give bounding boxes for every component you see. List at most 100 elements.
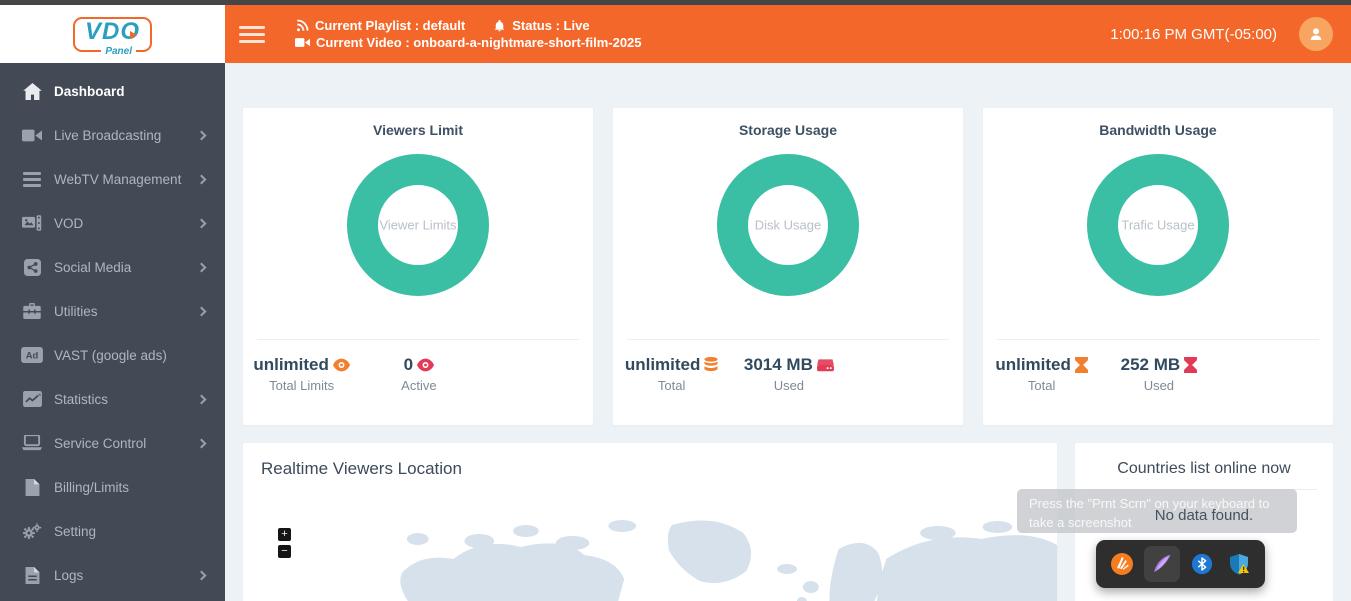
user-avatar[interactable]	[1299, 17, 1333, 51]
donut-center-label: Viewer Limits	[379, 217, 457, 233]
clock: 1:00:16 PM GMT(-05:00)	[1110, 25, 1277, 43]
top-header: Current Playlist : default Status : Live…	[225, 5, 1351, 63]
viewers-donut-chart: Viewer Limits	[347, 154, 489, 296]
avast-antivirus-icon[interactable]	[1107, 549, 1137, 579]
logo-text-sub: Panel	[101, 45, 136, 57]
home-icon	[20, 82, 44, 100]
chevron-right-icon	[196, 262, 207, 272]
sidebar-item-label: Dashboard	[54, 83, 125, 99]
stat-active: 0 Active	[360, 355, 477, 393]
stat-value: unlimited	[624, 355, 701, 374]
window-top-strip	[0, 0, 1351, 5]
countries-card-title: Countries list online now	[1117, 460, 1291, 477]
stat-label: Used	[1143, 378, 1175, 393]
sidebar-item-logs[interactable]: Logs	[0, 553, 225, 597]
video-camera-icon	[295, 38, 310, 47]
chevron-right-icon	[196, 394, 207, 404]
eye-icon	[417, 358, 435, 372]
photo-video-icon	[20, 215, 44, 231]
map-zoom-out-button[interactable]: −	[278, 545, 291, 558]
stats-row: unlimited Total 3014 MB Used	[613, 355, 848, 393]
rss-icon	[297, 19, 309, 31]
current-playlist-label: Current Playlist : default	[315, 18, 466, 33]
divider	[257, 339, 579, 340]
chevron-right-icon	[196, 570, 207, 580]
sidebar-item-utilities[interactable]: Utilities	[0, 289, 225, 333]
current-video-label: Current Video : onboard-a-nightmare-shor…	[316, 35, 642, 50]
storage-usage-card: Storage Usage Disk Usage unlimited Total…	[613, 108, 963, 425]
current-video: Current Video : onboard-a-nightmare-shor…	[295, 35, 642, 50]
system-tray-flyout	[1096, 540, 1265, 588]
map-card-title: Realtime Viewers Location	[261, 459, 462, 478]
hourglass-icon	[1075, 357, 1088, 373]
sidebar-item-label: Statistics	[54, 391, 109, 407]
person-icon	[1310, 28, 1322, 40]
sidebar-item-service-control[interactable]: Service Control	[0, 421, 225, 465]
divider	[627, 339, 949, 340]
list-bars-icon	[20, 171, 44, 187]
sidebar-item-dashboard[interactable]: Dashboard	[0, 69, 225, 113]
chevron-right-icon	[196, 218, 207, 228]
sidebar-item-setting[interactable]: Setting	[0, 509, 225, 553]
donut-center-label: Disk Usage	[754, 217, 822, 233]
sidebar-item-label: VOD	[54, 215, 84, 231]
sidebar-item-vod[interactable]: VOD	[0, 201, 225, 245]
stat-label: Total	[1027, 378, 1056, 393]
stat-storage-used: 3014 MB Used	[730, 355, 847, 393]
chevron-right-icon	[196, 306, 207, 316]
card-title: Bandwidth Usage	[1099, 122, 1217, 138]
stat-value: unlimited	[995, 355, 1071, 374]
sidebar-item-statistics[interactable]: Statistics	[0, 377, 225, 421]
ad-badge-icon: Ad	[20, 347, 44, 363]
bandwidth-donut-chart: Trafic Usage	[1087, 154, 1229, 296]
stats-row: unlimited Total Limits 0 Active	[243, 355, 478, 393]
main-content: Viewers Limit Viewer Limits unlimited To…	[225, 63, 1351, 601]
sidebar-item-webtv-management[interactable]: WebTV Management	[0, 157, 225, 201]
bluetooth-icon[interactable]	[1187, 549, 1217, 579]
sidebar-item-label: Social Media	[54, 259, 132, 275]
donut-center-label: Trafic Usage	[1121, 217, 1195, 233]
brand-logo[interactable]: VDO Panel	[0, 5, 225, 63]
stat-label: Total Limits	[269, 378, 335, 393]
sidebar-item-label: Logs	[54, 567, 84, 583]
sidebar-item-billing-limits[interactable]: Billing/Limits	[0, 465, 225, 509]
laptop-icon	[20, 435, 44, 451]
stat-value: 3014 MB	[743, 355, 813, 374]
map-zoom-controls: + −	[278, 528, 291, 558]
stylus-pen-icon[interactable]	[1144, 546, 1181, 582]
gears-icon	[20, 522, 44, 540]
chevron-right-icon	[196, 174, 207, 184]
security-shield-warning-icon[interactable]	[1224, 549, 1254, 579]
video-camera-icon	[20, 128, 44, 143]
stat-bandwidth-used: 252 MB Used	[1100, 355, 1217, 393]
stats-row: unlimited Total 252 MB Used	[983, 355, 1218, 393]
realtime-viewers-map-card: Realtime Viewers Location + −	[243, 443, 1057, 601]
svg-text:Ad: Ad	[26, 351, 39, 362]
database-icon	[704, 357, 718, 372]
eye-icon	[332, 358, 350, 372]
sidebar-item-label: Setting	[54, 523, 97, 539]
stat-cards-row: Viewers Limit Viewer Limits unlimited To…	[243, 108, 1333, 425]
share-square-icon	[20, 258, 44, 276]
world-map[interactable]	[243, 515, 1057, 601]
sidebar-item-label: Utilities	[54, 303, 98, 319]
card-title: Viewers Limit	[372, 122, 463, 138]
chevron-right-icon	[196, 130, 207, 140]
no-data-message: No data found.	[1154, 507, 1254, 524]
stream-status: Status : Live	[493, 18, 590, 33]
map-zoom-in-button[interactable]: +	[278, 528, 291, 541]
sidebar-item-vast-google-ads[interactable]: Ad VAST (google ads)	[0, 333, 225, 377]
stat-value: 252 MB	[1120, 355, 1181, 374]
file-lines-icon	[20, 566, 44, 584]
sidebar-item-social-media[interactable]: Social Media	[0, 245, 225, 289]
sidebar-nav: Dashboard Live Broadcasting WebTV Manage…	[0, 63, 225, 601]
sidebar-item-label: Billing/Limits	[54, 479, 130, 495]
current-playlist: Current Playlist : default	[295, 18, 465, 33]
file-icon	[20, 478, 44, 496]
logo-text-main: VDO	[84, 17, 140, 45]
stat-label: Total	[657, 378, 686, 393]
sidebar-item-live-broadcasting[interactable]: Live Broadcasting	[0, 113, 225, 157]
hamburger-menu-icon[interactable]	[239, 25, 265, 43]
hdd-icon	[816, 359, 834, 372]
stream-info: Current Playlist : default Status : Live…	[295, 18, 642, 50]
